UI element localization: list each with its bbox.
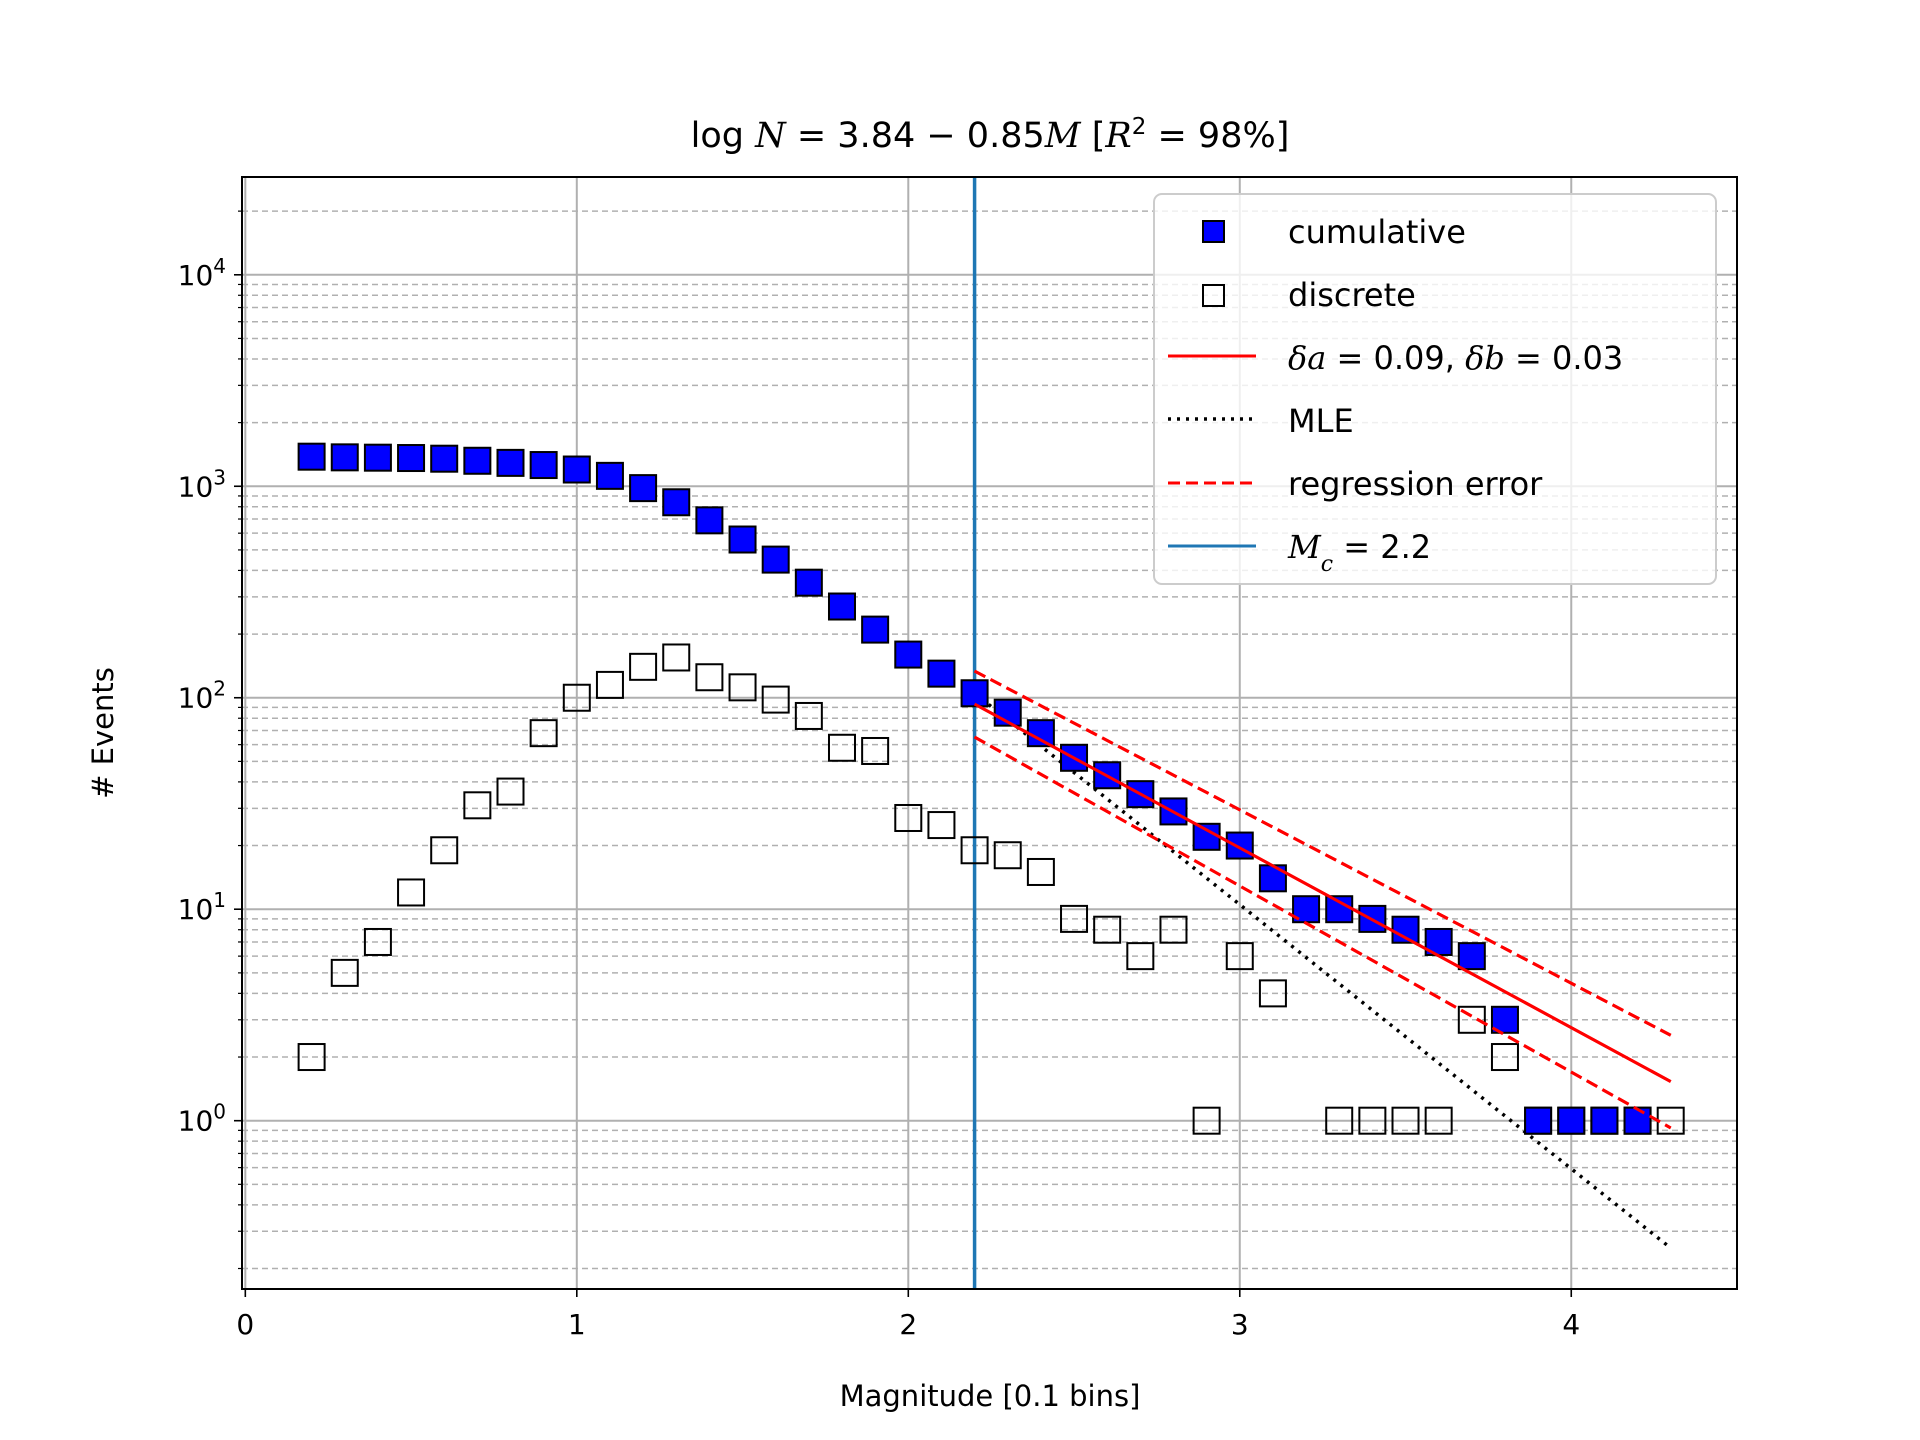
discrete-point [363,927,392,956]
cumulative-point [629,474,658,503]
discrete-point [695,663,724,692]
discrete-point [1391,1106,1420,1135]
discrete-point [1225,942,1254,971]
cumulative-point [827,592,856,621]
x-tick-label: 2 [899,1308,917,1341]
discrete-point [1192,1106,1221,1135]
discrete-point [1325,1106,1354,1135]
discrete-point [430,836,459,865]
fit-line-overlay [973,702,1672,1083]
regression-error-overlay [973,669,1672,1037]
cumulative-point [430,444,459,473]
cumulative-point [1457,942,1486,971]
y-tick-label: 102 [178,677,226,715]
cumulative-point [927,659,956,688]
cumulative-point [595,461,624,490]
discrete-point [562,683,591,712]
discrete-point [1490,1043,1519,1072]
cumulative-point [330,443,359,472]
discrete-point [894,803,923,832]
x-tick-label: 1 [568,1308,586,1341]
discrete-point [1093,915,1122,944]
cumulative-point [1623,1106,1652,1135]
cumulative-point [794,568,823,597]
y-tick-label: 101 [178,888,226,926]
discrete-point [1159,915,1188,944]
cumulative-point [695,506,724,535]
cumulative-point [662,488,691,517]
cumulative-point [397,444,426,473]
discrete-point [993,841,1022,870]
y-axis-label: # Events [86,667,120,799]
discrete-point [927,811,956,840]
discrete-point [861,736,890,765]
discrete-point [1126,942,1155,971]
discrete-point [463,791,492,820]
plot-frame [241,176,1738,1290]
discrete-point [297,1043,326,1072]
cumulative-point [761,545,790,574]
cumulative-point [1026,719,1055,748]
discrete-point [827,733,856,762]
cumulative-point [363,443,392,472]
chart-title: log N = 3.84 − 0.85M [R2 = 98%] [691,114,1290,156]
cumulative-point [463,446,492,475]
discrete-point [728,673,757,702]
discrete-point [1358,1106,1387,1135]
x-tick-label: 3 [1231,1308,1249,1341]
cumulative-point [1225,831,1254,860]
discrete-point [330,958,359,987]
discrete-point [496,777,525,806]
legend-label-mle: MLE [1288,402,1354,440]
discrete-point [1060,904,1089,933]
cumulative-point [1590,1106,1619,1135]
x-axis-label: Magnitude [0.1 bins] [840,1379,1141,1413]
discrete-point [662,643,691,672]
legend: cumulative discrete δa = 0.09, δb = 0.03… [1153,193,1717,585]
cumulative-point [1557,1106,1586,1135]
discrete-point [1258,979,1287,1008]
x-tick-label: 4 [1562,1308,1580,1341]
regression-error-overlay [973,735,1672,1130]
axis-ticks: 0 1 2 3 4 100 101 102 103 104 [178,210,1580,1341]
legend-marker-discrete [1202,284,1225,307]
legend-label-cumulative: cumulative [1288,213,1466,251]
cumulative-point [861,615,890,644]
legend-label-fit: δa = 0.09, δb = 0.03 [1288,339,1623,377]
legend-label-discrete: discrete [1288,276,1416,314]
cumulative-point [529,451,558,480]
cumulative-point [1192,822,1221,851]
data-markers [297,442,1685,1135]
x-tick-label: 0 [236,1308,254,1341]
y-tick-label: 104 [178,254,226,292]
legend-label-regression-error: regression error [1288,465,1543,503]
cumulative-point [562,455,591,484]
cumulative-point [894,640,923,669]
discrete-point [794,701,823,730]
discrete-point [397,878,426,907]
cumulative-point [960,679,989,708]
discrete-point [595,670,624,699]
cumulative-point [297,442,326,471]
discrete-point [761,685,790,714]
legend-marker-cumulative [1202,220,1225,243]
y-tick-label: 100 [178,1100,226,1138]
cumulative-point [496,448,525,477]
discrete-point [960,836,989,865]
discrete-point [1026,857,1055,886]
discrete-point [1424,1106,1453,1135]
discrete-point [629,652,658,681]
fit-overlay [973,669,1672,1130]
discrete-point [529,719,558,748]
y-tick-label: 103 [178,465,226,503]
legend-box [1153,193,1717,585]
cumulative-point [1524,1106,1553,1135]
discrete-point [1457,1005,1486,1034]
legend-label-mc: Mc = 2.2 [1287,528,1431,577]
cumulative-point [728,525,757,554]
cumulative-point [1126,780,1155,809]
